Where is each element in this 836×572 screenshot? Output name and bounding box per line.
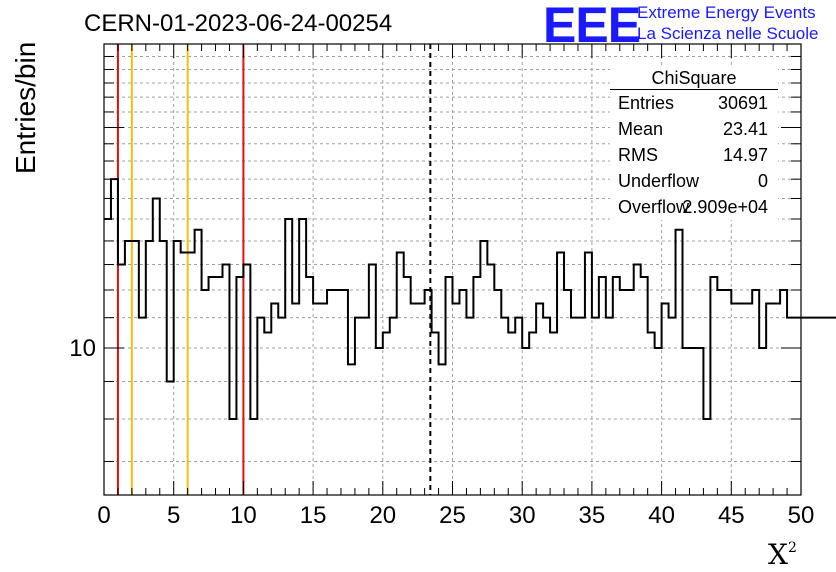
x-tick-label: 30 [509, 502, 536, 529]
y-axis-label: Entries/bin [10, 41, 41, 174]
stats-title: ChiSquare [610, 66, 778, 90]
axis-ticks [103, 44, 802, 495]
stats-key: Mean [618, 119, 664, 139]
x-tick-label: 40 [648, 502, 675, 529]
stats-row: Mean 23.41 [610, 116, 778, 142]
stats-key: RMS [618, 145, 658, 165]
x-axis-label-base: X [768, 538, 788, 571]
x-tick-label: 5 [167, 502, 180, 529]
logo-line-1: Extreme Energy Events [637, 3, 816, 22]
stats-box: ChiSquare Entries 30691 Mean 23.41 RMS 14.9… [610, 66, 778, 220]
x-tick-label: 45 [718, 502, 745, 529]
stats-value: 2.909e+04 [682, 197, 768, 217]
stats-key: Underflow [618, 171, 700, 191]
logo-line-2: La Scienza nelle Scuole [637, 24, 819, 43]
stats-value: 14.97 [722, 145, 768, 165]
stats-key: Overflow [618, 197, 690, 217]
x-axis-label: X2 [768, 538, 797, 571]
x-tick-label: 15 [300, 502, 327, 529]
stats-row: Overflow 2.909e+04 [610, 194, 778, 220]
x-tick-label: 50 [788, 502, 815, 529]
tick-labels: 0 5 10 15 20 25 30 35 40 45 50 10 [69, 335, 814, 529]
stats-row: Underflow 0 [610, 168, 778, 194]
stats-value: 0 [757, 171, 768, 191]
stats-key: Entries [618, 93, 675, 113]
stats-value: 30691 [717, 93, 768, 113]
y-tick-label: 10 [69, 335, 96, 362]
x-tick-label: 0 [97, 502, 110, 529]
x-axis-label-sup: 2 [787, 540, 797, 556]
x-tick-label: 35 [579, 502, 606, 529]
x-tick-label: 25 [439, 502, 466, 529]
histogram-line [104, 178, 836, 420]
chart-title: CERN-01-2023-06-24-00254 [84, 10, 393, 37]
x-tick-label: 20 [369, 502, 396, 529]
histogram-series [104, 178, 836, 420]
stats-row: Entries 30691 [610, 90, 778, 116]
eee-logo: EEE [543, 0, 641, 53]
stats-value: 23.41 [722, 119, 768, 139]
stats-row: RMS 14.97 [610, 142, 778, 168]
x-tick-label: 10 [230, 502, 257, 529]
